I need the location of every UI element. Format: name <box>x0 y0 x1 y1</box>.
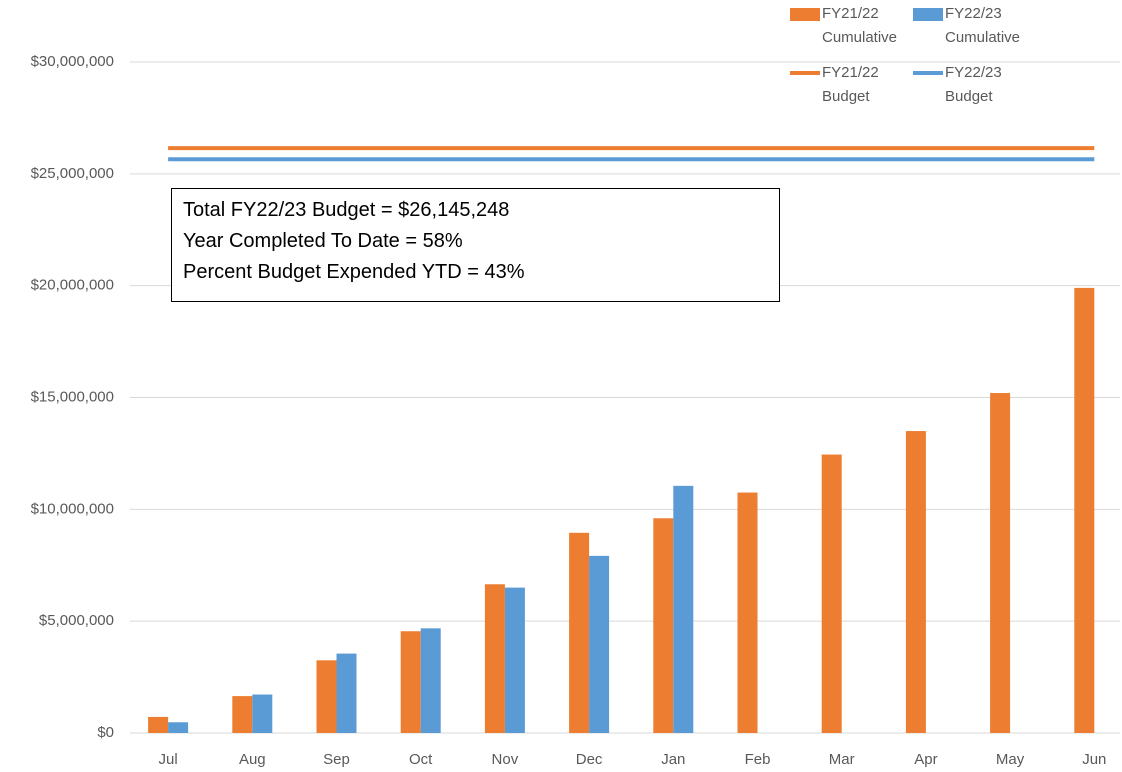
x-tick-label: Nov <box>492 751 519 768</box>
bar <box>148 716 169 733</box>
x-tick-label: Oct <box>409 751 433 768</box>
x-tick-label: Jul <box>159 751 178 768</box>
legend-label: FY21/22 Budget <box>822 64 879 105</box>
legend-swatch <box>913 8 943 21</box>
bar <box>400 631 421 733</box>
y-tick-label: $30,000,000 <box>31 53 114 70</box>
bar <box>653 518 674 733</box>
bar <box>484 584 505 733</box>
bar <box>420 628 441 733</box>
y-tick-label: $0 <box>97 724 114 741</box>
bar <box>990 393 1011 733</box>
x-tick-label: Sep <box>323 751 350 768</box>
bar <box>905 431 926 733</box>
bar <box>252 694 273 733</box>
bar <box>336 653 357 733</box>
x-tick-label: Mar <box>829 751 855 768</box>
y-tick-label: $25,000,000 <box>31 165 114 182</box>
bar <box>821 454 842 733</box>
annotation-box: Total FY22/23 Budget = $26,145,248 Year … <box>171 188 780 302</box>
x-tick-label: Jun <box>1082 751 1106 768</box>
bar <box>232 696 253 733</box>
bar <box>737 492 758 733</box>
x-tick-label: Feb <box>745 751 771 768</box>
bar <box>316 660 337 733</box>
x-tick-label: Dec <box>576 751 603 768</box>
legend-swatch <box>790 8 820 21</box>
bar <box>589 555 610 733</box>
y-tick-label: $20,000,000 <box>31 277 114 294</box>
bar <box>673 485 694 733</box>
legend-swatch <box>790 71 820 75</box>
y-tick-label: $10,000,000 <box>31 500 114 517</box>
annotation: Percent Budget Expended YTD = 43% <box>183 261 525 283</box>
bar <box>569 532 590 733</box>
bar <box>168 722 189 733</box>
y-tick-label: $5,000,000 <box>39 612 114 629</box>
annotation: Total FY22/23 Budget = $26,145,248 <box>183 199 510 221</box>
x-tick-label: May <box>996 751 1025 768</box>
x-tick-label: Aug <box>239 751 266 768</box>
y-tick-label: $15,000,000 <box>31 388 114 405</box>
legend-label: FY22/23 Cumulative <box>945 5 1021 46</box>
bar <box>504 587 525 733</box>
annotation: Year Completed To Date = 58% <box>183 230 463 252</box>
legend-label: FY22/23 Budget <box>945 64 1002 105</box>
legend-label: FY21/22 Cumulative <box>822 5 898 46</box>
legend-swatch <box>913 71 943 75</box>
x-tick-label: Apr <box>914 751 937 768</box>
bar <box>1074 287 1095 733</box>
x-tick-label: Jan <box>661 751 685 768</box>
